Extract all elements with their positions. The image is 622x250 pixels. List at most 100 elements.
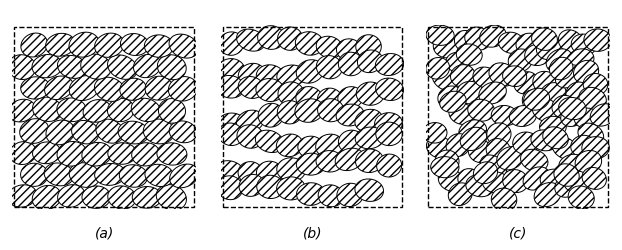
Ellipse shape [338, 53, 363, 76]
Ellipse shape [236, 30, 265, 52]
Ellipse shape [376, 123, 402, 146]
Ellipse shape [590, 104, 616, 127]
Ellipse shape [298, 136, 324, 159]
Ellipse shape [72, 121, 99, 144]
Ellipse shape [108, 99, 134, 122]
Ellipse shape [522, 90, 547, 114]
Ellipse shape [446, 53, 470, 74]
Ellipse shape [338, 87, 363, 109]
Ellipse shape [549, 58, 573, 80]
Ellipse shape [216, 76, 244, 99]
Ellipse shape [156, 185, 187, 210]
Ellipse shape [552, 96, 576, 118]
Ellipse shape [375, 54, 404, 76]
Ellipse shape [468, 100, 494, 122]
Ellipse shape [473, 68, 499, 89]
Ellipse shape [574, 109, 600, 129]
Ellipse shape [83, 100, 111, 123]
Ellipse shape [296, 154, 325, 176]
Ellipse shape [337, 184, 363, 207]
Ellipse shape [439, 169, 464, 192]
Ellipse shape [355, 150, 383, 173]
Ellipse shape [95, 164, 126, 186]
Ellipse shape [277, 101, 302, 124]
Ellipse shape [295, 32, 323, 56]
Ellipse shape [450, 66, 475, 88]
Ellipse shape [297, 183, 325, 206]
Ellipse shape [335, 148, 364, 171]
Ellipse shape [358, 51, 383, 73]
Ellipse shape [480, 155, 506, 178]
Ellipse shape [578, 124, 604, 146]
Ellipse shape [95, 78, 124, 102]
Ellipse shape [118, 122, 149, 144]
Ellipse shape [318, 99, 344, 122]
Ellipse shape [318, 185, 343, 207]
Ellipse shape [376, 79, 404, 101]
Ellipse shape [108, 143, 136, 165]
Ellipse shape [575, 151, 601, 174]
Ellipse shape [552, 137, 578, 160]
Ellipse shape [491, 106, 518, 126]
Ellipse shape [435, 150, 459, 173]
Ellipse shape [356, 36, 381, 59]
Ellipse shape [277, 177, 305, 200]
Ellipse shape [45, 34, 75, 57]
Ellipse shape [466, 175, 494, 197]
Ellipse shape [509, 106, 537, 127]
Ellipse shape [277, 158, 306, 182]
Ellipse shape [21, 78, 50, 100]
Ellipse shape [513, 132, 539, 155]
Ellipse shape [524, 89, 550, 111]
Ellipse shape [449, 104, 475, 125]
Ellipse shape [455, 31, 479, 54]
Ellipse shape [237, 125, 263, 149]
Ellipse shape [532, 29, 557, 51]
Ellipse shape [516, 34, 541, 56]
Ellipse shape [564, 171, 589, 192]
Ellipse shape [355, 110, 383, 132]
Ellipse shape [376, 154, 402, 177]
Ellipse shape [217, 176, 243, 200]
Ellipse shape [430, 157, 459, 178]
Ellipse shape [508, 50, 532, 72]
Ellipse shape [498, 33, 524, 54]
Ellipse shape [218, 124, 244, 146]
Ellipse shape [57, 98, 86, 122]
Ellipse shape [531, 130, 558, 151]
Ellipse shape [296, 87, 323, 111]
Ellipse shape [559, 31, 583, 54]
Ellipse shape [132, 143, 160, 166]
Ellipse shape [278, 82, 304, 106]
Ellipse shape [480, 26, 506, 48]
Ellipse shape [238, 64, 265, 86]
Ellipse shape [217, 60, 245, 82]
Ellipse shape [438, 87, 463, 109]
Ellipse shape [157, 56, 186, 80]
Ellipse shape [7, 185, 37, 207]
Ellipse shape [169, 122, 197, 143]
Ellipse shape [503, 170, 528, 193]
Ellipse shape [82, 143, 112, 166]
Ellipse shape [32, 98, 62, 122]
Ellipse shape [145, 77, 173, 101]
Ellipse shape [541, 83, 566, 104]
Ellipse shape [446, 134, 470, 157]
Ellipse shape [32, 186, 61, 210]
Ellipse shape [533, 72, 559, 95]
Ellipse shape [258, 26, 285, 50]
Ellipse shape [21, 164, 48, 186]
Ellipse shape [256, 66, 285, 89]
Ellipse shape [81, 55, 111, 80]
Ellipse shape [355, 128, 384, 149]
Ellipse shape [534, 183, 561, 207]
Ellipse shape [239, 175, 264, 197]
Ellipse shape [584, 30, 611, 52]
Ellipse shape [434, 36, 460, 59]
Ellipse shape [356, 83, 384, 106]
Ellipse shape [583, 74, 608, 96]
Ellipse shape [459, 120, 486, 143]
Ellipse shape [32, 142, 60, 164]
Ellipse shape [559, 155, 586, 176]
Ellipse shape [486, 139, 511, 162]
